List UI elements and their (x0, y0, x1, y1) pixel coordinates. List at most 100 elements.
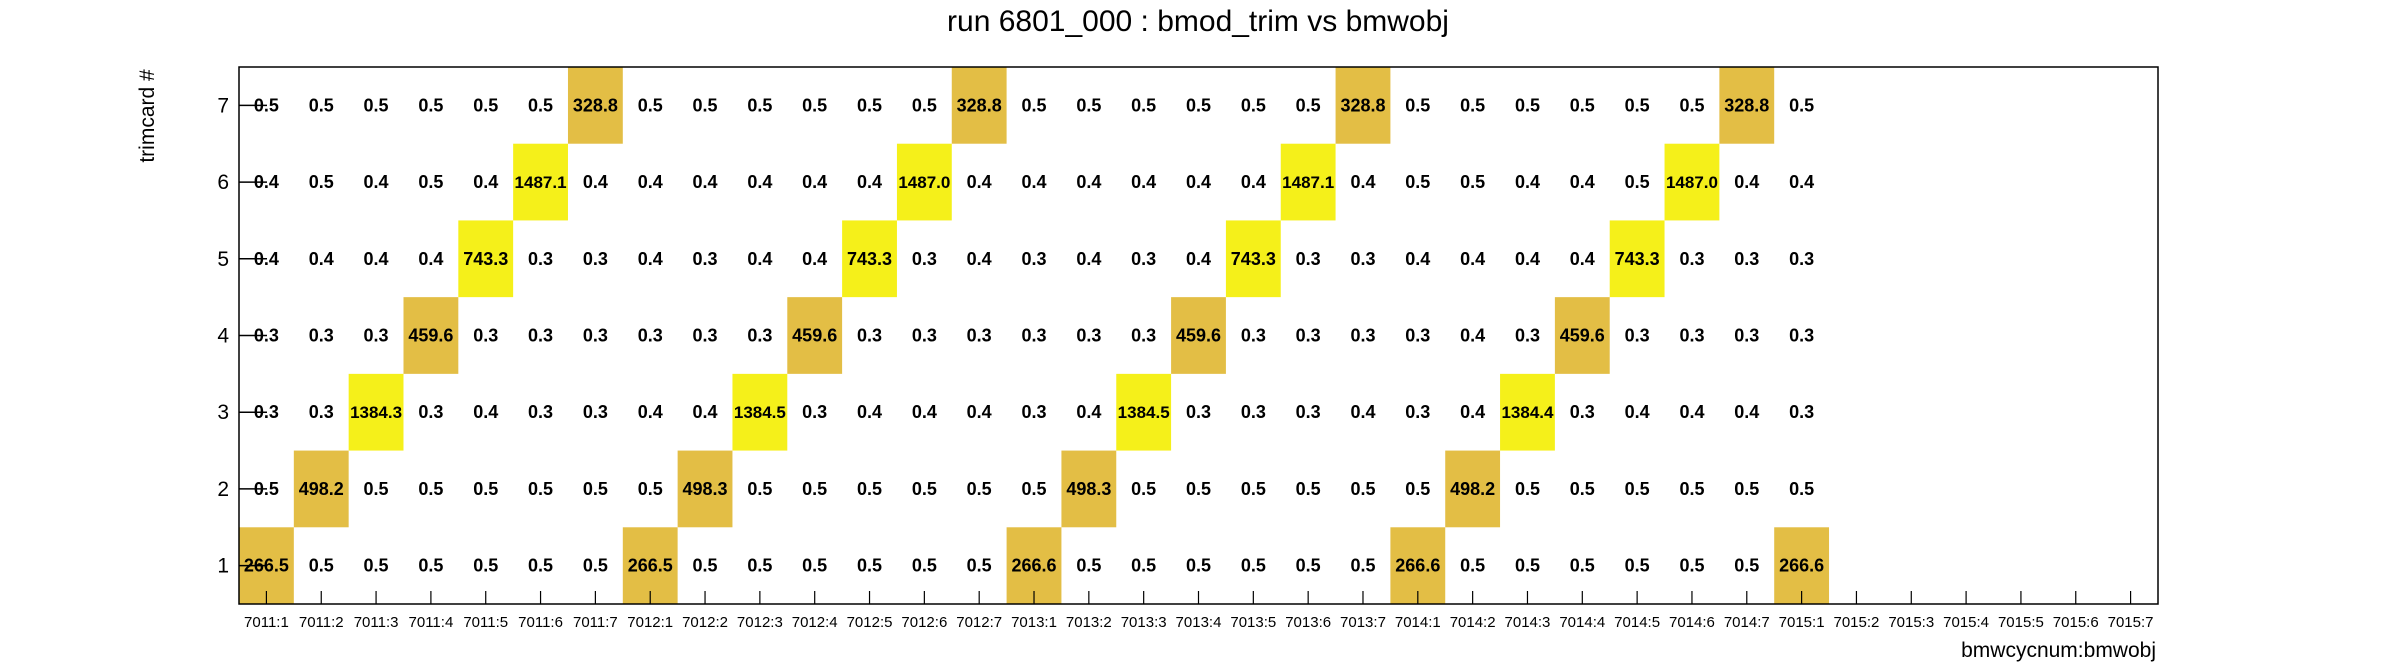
heatmap-cells (239, 67, 1830, 604)
cell-value-label: 0.5 (1515, 556, 1540, 576)
heatmap-cell (1664, 143, 1720, 221)
cell-value-label: 0.4 (693, 172, 718, 192)
cell-value-label: 0.5 (1405, 479, 1430, 499)
cell-value-label: 1487.1 (1282, 173, 1334, 192)
cell-value-label: 0.5 (1021, 479, 1046, 499)
cell-value-label: 0.4 (638, 402, 663, 422)
cell-value-label: 328.8 (957, 95, 1002, 115)
cell-value-label: 0.3 (1131, 326, 1156, 346)
cell-value-label: 0.3 (528, 249, 553, 269)
x-tick-label: 7013:5 (1230, 614, 1276, 631)
cell-value-label: 0.5 (1296, 556, 1321, 576)
cell-value-label: 0.3 (1679, 249, 1704, 269)
cell-value-label: 0.4 (857, 402, 882, 422)
cell-value-label: 0.3 (1350, 326, 1375, 346)
cell-value-label: 0.3 (583, 326, 608, 346)
cell-value-label: 0.4 (802, 249, 827, 269)
heatmap-cell (677, 450, 733, 528)
cell-value-label: 0.5 (1241, 479, 1266, 499)
x-tick-label: 7012:1 (627, 614, 673, 631)
cell-value-label: 0.4 (364, 172, 389, 192)
heatmap-cell (348, 373, 404, 451)
cell-value-label: 0.4 (418, 249, 443, 269)
cell-value-label: 0.3 (1350, 249, 1375, 269)
cell-value-label: 0.3 (1076, 326, 1101, 346)
cell-value-label: 0.3 (1241, 402, 1266, 422)
cell-value-label: 0.3 (802, 402, 827, 422)
cell-value-label: 1487.0 (898, 173, 950, 192)
cell-value-label: 1384.3 (350, 403, 402, 422)
heatmap-cell (842, 220, 897, 298)
heatmap-cell (1225, 220, 1281, 298)
cell-value-label: 0.5 (418, 95, 443, 115)
cell-value-label: 0.3 (693, 326, 718, 346)
heatmap-cell (567, 67, 623, 144)
x-tick-label: 7015:6 (2053, 614, 2099, 631)
cell-value-label: 0.5 (967, 556, 992, 576)
cell-value-label: 0.3 (967, 326, 992, 346)
cell-value-label: 0.5 (1405, 95, 1430, 115)
heatmap-cell (458, 220, 514, 298)
x-tick-label: 7012:6 (901, 614, 947, 631)
cell-value-label: 743.3 (1231, 249, 1276, 269)
cell-value-label: 0.4 (1076, 249, 1101, 269)
cell-value-label: 0.5 (1570, 556, 1595, 576)
cell-value-label: 0.5 (473, 479, 498, 499)
cell-value-label: 0.3 (1405, 402, 1430, 422)
cell-value-label: 0.5 (1241, 556, 1266, 576)
cell-value-label: 0.5 (418, 479, 443, 499)
cell-value-label: 0.4 (364, 249, 389, 269)
cell-value-label: 0.4 (747, 172, 772, 192)
x-tick-label: 7011:6 (518, 614, 563, 631)
cell-value-label: 0.4 (802, 172, 827, 192)
cell-value-label: 0.5 (1131, 556, 1156, 576)
heatmap-cell (403, 297, 459, 374)
cell-value-label: 0.3 (364, 326, 389, 346)
cell-value-label: 0.5 (857, 479, 882, 499)
cell-value-label: 0.5 (747, 479, 772, 499)
cell-value-label: 0.4 (583, 172, 608, 192)
cell-value-label: 0.3 (1789, 326, 1814, 346)
cell-value-label: 0.4 (1131, 172, 1156, 192)
cell-value-label: 0.5 (1679, 95, 1704, 115)
cell-value-label: 266.6 (1779, 556, 1824, 576)
heatmap-cell (1445, 450, 1501, 528)
cell-value-label: 0.4 (1734, 172, 1759, 192)
cell-value-label: 0.5 (638, 95, 663, 115)
cell-value-label: 0.5 (1460, 172, 1485, 192)
cell-value-label: 0.5 (1131, 95, 1156, 115)
cell-value-label: 0.5 (309, 172, 334, 192)
cell-value-label: 0.4 (638, 172, 663, 192)
cell-value-label: 0.3 (309, 402, 334, 422)
y-tick-label: 5 (217, 248, 229, 271)
cell-value-label: 266.6 (1011, 556, 1056, 576)
x-tick-label: 7015:5 (1998, 614, 2044, 631)
cell-value-label: 0.3 (912, 249, 937, 269)
y-tick-label: 6 (217, 171, 229, 194)
x-tick-label: 7014:7 (1724, 614, 1770, 631)
cell-value-label: 0.3 (1021, 402, 1046, 422)
cell-value-label: 0.3 (473, 326, 498, 346)
cell-value-label: 1384.5 (734, 403, 786, 422)
cell-value-label: 0.5 (583, 479, 608, 499)
cell-value-label: 0.5 (912, 95, 937, 115)
cell-value-label: 266.5 (628, 556, 673, 576)
x-tick-label: 7013:4 (1176, 614, 1222, 631)
cell-value-label: 743.3 (463, 249, 508, 269)
cell-value-label: 0.5 (747, 556, 772, 576)
cell-value-label: 0.4 (1570, 249, 1595, 269)
cell-value-label: 1487.0 (1666, 173, 1718, 192)
cell-value-label: 328.8 (1340, 95, 1385, 115)
cell-value-label: 0.3 (1625, 326, 1650, 346)
cell-value-label: 0.3 (1131, 249, 1156, 269)
cell-value-label: 0.4 (473, 402, 498, 422)
cell-value-label: 0.4 (1625, 402, 1650, 422)
cell-value-label: 0.5 (1350, 479, 1375, 499)
cell-value-label: 0.5 (912, 479, 937, 499)
cell-value-label: 459.6 (408, 326, 453, 346)
cell-value-label: 0.5 (967, 479, 992, 499)
cell-value-label: 0.3 (1296, 402, 1321, 422)
cell-value-label: 0.5 (418, 172, 443, 192)
axes: 1 2 3 4 5 6 7 7011:1 7011:2 7011:3 7011:4 7011:5 701… (217, 94, 2153, 631)
cell-value-label: 0.5 (1570, 479, 1595, 499)
